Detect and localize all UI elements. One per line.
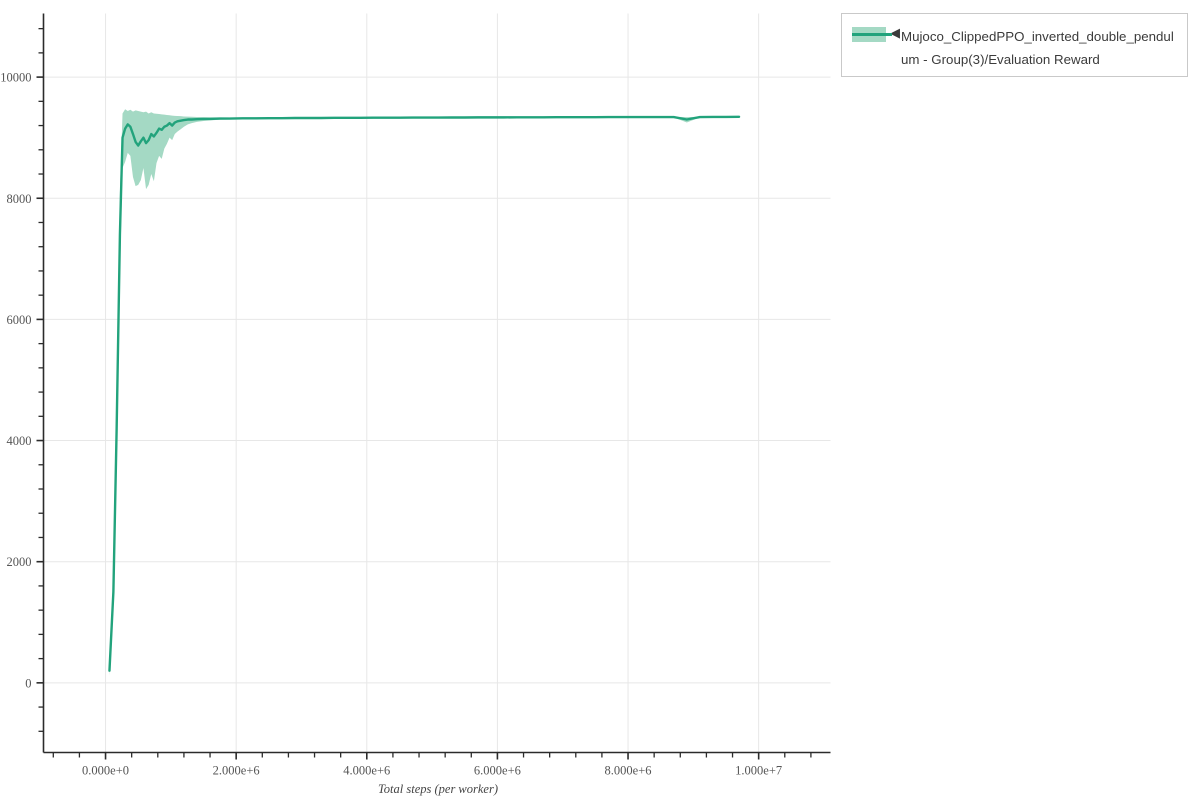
y-axis-tick-label: 0	[25, 676, 31, 690]
legend-series-label: Mujoco_ClippedPPO_inverted_double_pendul…	[901, 29, 1174, 67]
legend-color-swatch	[852, 26, 892, 43]
left-triangle-icon: ◀	[890, 26, 900, 41]
y-axis-tick-label: 6000	[7, 313, 32, 327]
y-axis-tick-label: 4000	[7, 434, 32, 448]
x-axis-tick-label: 1.000e+7	[735, 764, 782, 778]
y-axis-tick-label: 10000	[0, 71, 31, 85]
x-axis-title: Total steps (per worker)	[378, 782, 498, 796]
x-axis-tick-label: 6.000e+6	[474, 764, 521, 778]
x-axis-tick-label: 2.000e+6	[213, 764, 260, 778]
series-line	[108, 115, 741, 672]
x-axis-tick-label: 0.000e+0	[82, 764, 129, 778]
x-axis-tick-label: 4.000e+6	[343, 764, 390, 778]
legend-entry[interactable]: ◀ Mujoco_ClippedPPO_inverted_double_pend…	[890, 25, 1177, 71]
legend-line-swatch	[852, 33, 892, 36]
y-axis-tick-label: 8000	[7, 192, 32, 206]
chart-legend[interactable]: ◀ Mujoco_ClippedPPO_inverted_double_pend…	[841, 13, 1188, 77]
x-axis-tick-label: 8.000e+6	[605, 764, 652, 778]
y-axis-tick-label: 2000	[7, 555, 32, 569]
